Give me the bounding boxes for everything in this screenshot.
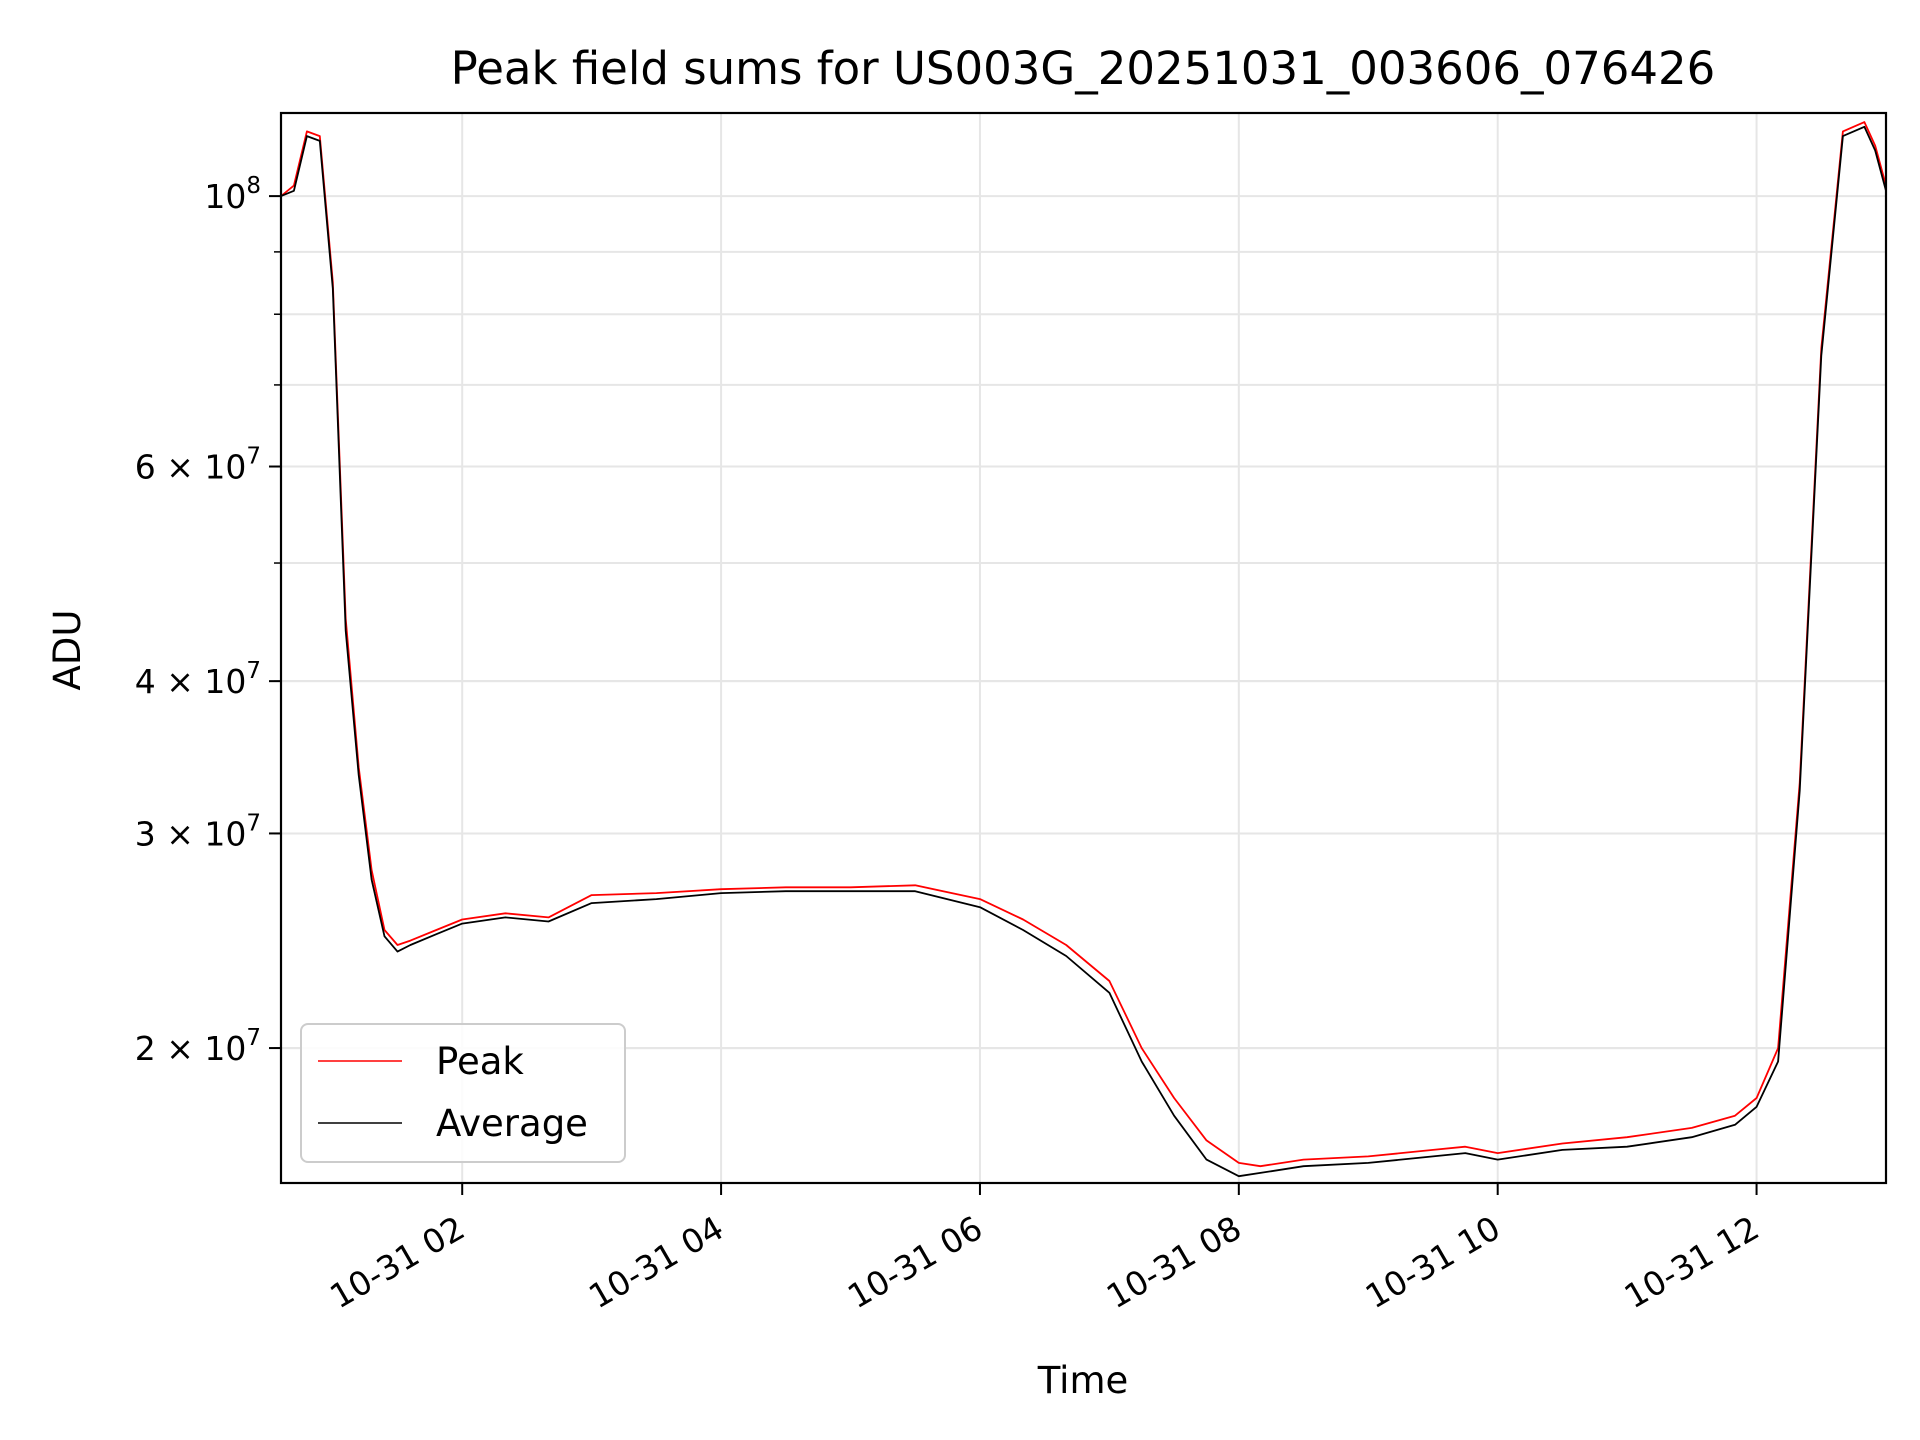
legend-label-average: Average: [436, 1102, 588, 1145]
y-tick-label: 3 × 107: [135, 810, 261, 853]
y-axis-label: ADU: [46, 610, 89, 691]
legend: Peak Average: [300, 1023, 626, 1163]
chart-title: Peak field sums for US003G_20251031_0036…: [451, 42, 1716, 95]
y-tick-label: 2 × 107: [135, 1025, 261, 1068]
y-tick-label: 6 × 107: [135, 444, 261, 487]
y-axis: 108 6 × 107 4 × 107 3 × 107 2 × 107: [135, 173, 281, 1068]
x-axis-label: Time: [1037, 1359, 1129, 1402]
grid: [281, 113, 1886, 1183]
y-tick-label: 108: [204, 173, 261, 216]
legend-label-peak: Peak: [436, 1040, 524, 1083]
series-line-average: [281, 125, 1886, 1178]
series-line-peak: [281, 121, 1886, 1168]
legend-box: [300, 1023, 626, 1163]
y-tick-label: 4 × 107: [135, 658, 261, 701]
plot-area-frame: [279, 111, 1888, 1185]
series-layer: [281, 121, 1886, 1178]
